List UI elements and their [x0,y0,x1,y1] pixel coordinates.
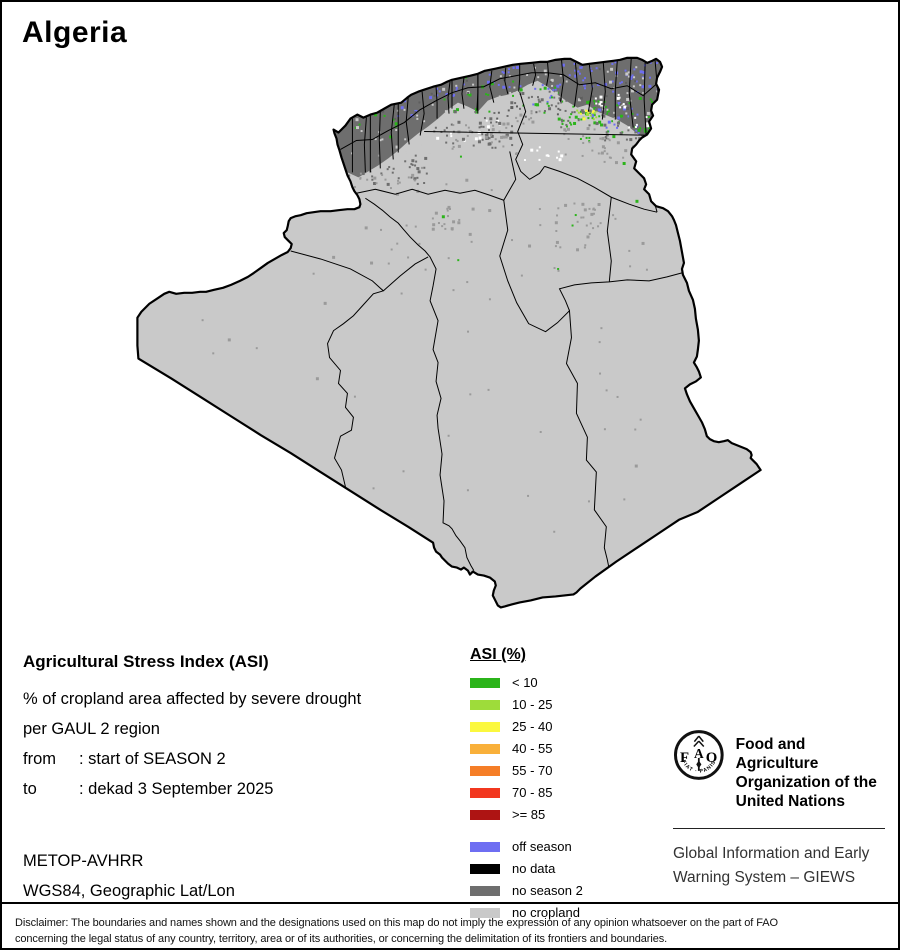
from-label: from [23,750,56,768]
wheat-ear-icon [693,735,705,748]
legend-label: >= 85 [512,807,546,822]
to-label: to [23,780,37,798]
legend-row: >= 85 [470,807,583,822]
fao-logo-letter-a: A [694,746,704,761]
page-title: Algeria [22,16,128,49]
legend-gap [470,829,583,839]
fao-org-name: Food and Agriculture Organization of the… [736,728,885,811]
legend-row: 10 - 25 [470,697,583,712]
legend-swatch [470,677,500,688]
source-meta: METOP-AVHRR WGS84, Geographic Lat/Lon [23,846,443,906]
asi-legend: ASI (%) < 10 10 - 25 25 - 40 40 - 55 55 … [470,646,583,927]
fao-logo-letter-o: O [706,750,718,766]
disclaimer-line: Disclaimer: The boundaries and names sho… [15,917,778,929]
legend-swatch [470,809,500,820]
legend-swatch [470,863,500,874]
legend-label: 55 - 70 [512,763,553,778]
legend-label: 10 - 25 [512,697,553,712]
legend-label: no cropland [512,905,580,920]
fao-divider [673,828,885,829]
asi-region-line: per GAUL 2 region [23,720,160,738]
giews-line: Warning System – GIEWS [673,869,856,886]
fao-org-line: Food and Agriculture [735,736,819,772]
asi-description-line: % of cropland area affected by severe dr… [23,690,362,708]
legend-label: off season [512,839,572,854]
legend-row: no data [470,861,583,876]
legend-row: 40 - 55 [470,741,583,756]
legend-row: no season 2 [470,883,583,898]
projection-line: WGS84, Geographic Lat/Lon [23,882,235,900]
period-to-row: to : dekad 3 September 2025 [23,774,443,804]
legend-label: 25 - 40 [512,719,553,734]
disclaimer: Disclaimer: The boundaries and names sho… [2,902,898,948]
legend-row: 70 - 85 [470,785,583,800]
fao-logo-icon: F O A FIAT · PANIS [673,730,724,780]
legend-label: < 10 [512,675,538,690]
legend-row: no cropland [470,905,583,920]
legend-swatch [470,885,500,896]
giews-name: Global Information and Early Warning Sys… [673,842,885,890]
giews-line: Global Information and Early [673,845,870,862]
legend-row: off season [470,839,583,854]
fao-org-line: Organization of the [735,774,877,791]
legend-label: no data [512,861,556,876]
legend-title: ASI (%) [470,646,526,663]
legend-row: < 10 [470,675,583,690]
country-fill [137,57,761,608]
legend-swatch [470,721,500,732]
legend-swatch [470,699,500,710]
fao-identity: F O A FIAT · PANIS Food and Agriculture … [673,728,885,811]
legend-swatch [470,765,500,776]
fao-block: F O A FIAT · PANIS Food and Agriculture … [673,728,885,890]
legend-label: 40 - 55 [512,741,553,756]
legend-swatch [470,787,500,798]
legend-swatch [470,743,500,754]
legend-label: 70 - 85 [512,785,553,800]
sensor-line: METOP-AVHRR [23,852,144,870]
fao-org-line: United Nations [735,793,846,810]
to-value: : dekad 3 September 2025 [79,780,274,798]
legend-swatch [470,841,500,852]
raster-speckles [201,59,665,552]
legend-row: 55 - 70 [470,763,583,778]
no-season2-band [333,57,663,178]
country-outline [136,56,762,609]
asi-heading: Agricultural Stress Index (ASI) [23,652,269,671]
fao-logo-letter-f: F [680,750,689,766]
legend-row: 25 - 40 [470,719,583,734]
disclaimer-line: concerning the legal status of any count… [15,933,668,945]
legend-swatch [470,907,500,918]
period-from-row: from : start of SEASON 2 [23,744,443,774]
legend-label: no season 2 [512,883,583,898]
from-value: : start of SEASON 2 [79,750,226,768]
map-info-block: Agricultural Stress Index (ASI) % of cro… [23,652,443,906]
